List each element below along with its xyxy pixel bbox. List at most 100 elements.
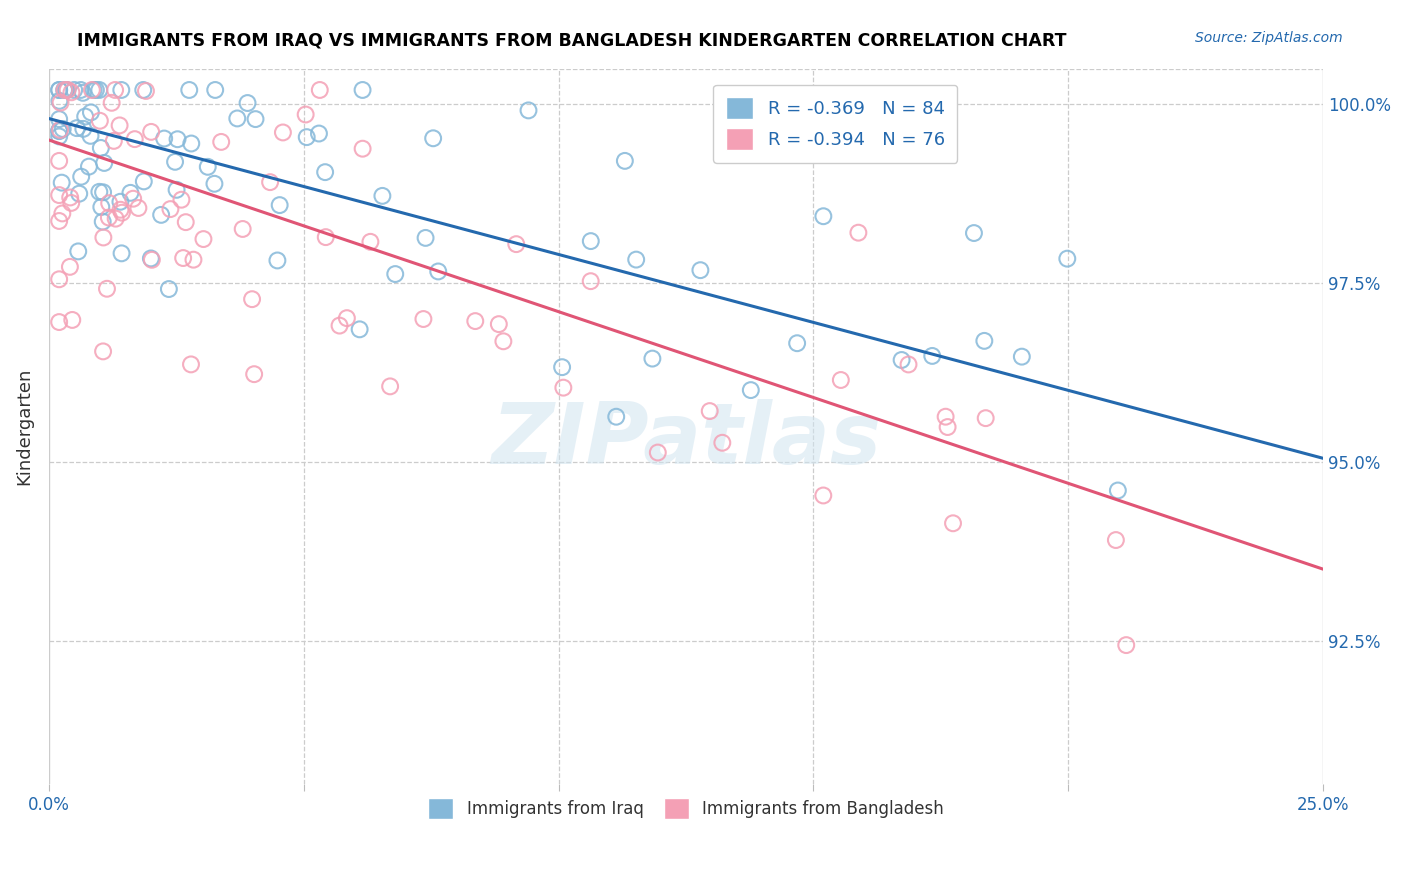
Point <box>1105 533 1128 547</box>
Point <box>97 211 120 225</box>
Point <box>98 196 121 211</box>
Point <box>197 160 219 174</box>
Point <box>48 94 70 108</box>
Point <box>1056 252 1078 266</box>
Point <box>150 208 173 222</box>
Point <box>110 194 132 209</box>
Point <box>271 125 294 139</box>
Point <box>77 160 100 174</box>
Point <box>786 336 808 351</box>
Point <box>59 260 82 274</box>
Point <box>209 135 232 149</box>
Point <box>72 86 94 100</box>
Point <box>104 83 127 97</box>
Point <box>315 230 337 244</box>
Point <box>157 282 180 296</box>
Point <box>488 317 510 331</box>
Point <box>80 105 103 120</box>
Point <box>48 272 70 286</box>
Point <box>48 214 70 228</box>
Point <box>422 131 444 145</box>
Point <box>464 314 486 328</box>
Point <box>48 188 70 202</box>
Point <box>624 252 647 267</box>
Point <box>245 112 267 127</box>
Point <box>740 383 762 397</box>
Point <box>613 153 636 168</box>
Point <box>174 215 197 229</box>
Point <box>328 318 350 333</box>
Point <box>110 83 132 97</box>
Point <box>1107 483 1129 498</box>
Point <box>55 83 77 97</box>
Point <box>93 230 115 244</box>
Point <box>412 312 434 326</box>
Point <box>551 360 574 375</box>
Point <box>236 95 259 110</box>
Point <box>936 420 959 434</box>
Point <box>170 193 193 207</box>
Point <box>172 251 194 265</box>
Point <box>48 83 70 97</box>
Point <box>51 206 73 220</box>
Point <box>72 121 94 136</box>
Point <box>193 232 215 246</box>
Point <box>1011 350 1033 364</box>
Point <box>66 121 89 136</box>
Point <box>180 358 202 372</box>
Point <box>93 156 115 170</box>
Point <box>605 409 627 424</box>
Point <box>132 174 155 188</box>
Point <box>166 183 188 197</box>
Point <box>69 83 91 97</box>
Point <box>204 177 226 191</box>
Point <box>103 134 125 148</box>
Point <box>553 381 575 395</box>
Point <box>935 409 957 424</box>
Point <box>848 226 870 240</box>
Point <box>921 349 943 363</box>
Point <box>141 252 163 267</box>
Point <box>232 222 254 236</box>
Point <box>890 353 912 368</box>
Point <box>492 334 515 349</box>
Point <box>124 132 146 146</box>
Point <box>48 124 70 138</box>
Point <box>308 127 330 141</box>
Point <box>384 267 406 281</box>
Point <box>415 231 437 245</box>
Point <box>110 246 132 260</box>
Y-axis label: Kindergarten: Kindergarten <box>15 368 32 485</box>
Point <box>813 488 835 502</box>
Point <box>166 132 188 146</box>
Text: ZIPatlas: ZIPatlas <box>491 399 882 482</box>
Point <box>108 119 131 133</box>
Point <box>83 83 105 97</box>
Point <box>89 83 111 97</box>
Point <box>80 83 103 97</box>
Point <box>59 190 82 204</box>
Point <box>974 411 997 425</box>
Point <box>48 153 70 168</box>
Point <box>266 253 288 268</box>
Point <box>91 344 114 359</box>
Point <box>52 122 75 136</box>
Point <box>132 83 155 97</box>
Point <box>165 154 187 169</box>
Point <box>699 404 721 418</box>
Text: Source: ZipAtlas.com: Source: ZipAtlas.com <box>1195 31 1343 45</box>
Point <box>240 292 263 306</box>
Point <box>49 123 72 137</box>
Point <box>48 83 70 97</box>
Point <box>359 235 381 249</box>
Point <box>48 124 70 138</box>
Point <box>90 141 112 155</box>
Point <box>135 84 157 98</box>
Point <box>60 195 83 210</box>
Point <box>53 83 76 97</box>
Point <box>48 315 70 329</box>
Point <box>67 186 90 201</box>
Point <box>111 205 134 219</box>
Point <box>830 373 852 387</box>
Point <box>56 83 79 97</box>
